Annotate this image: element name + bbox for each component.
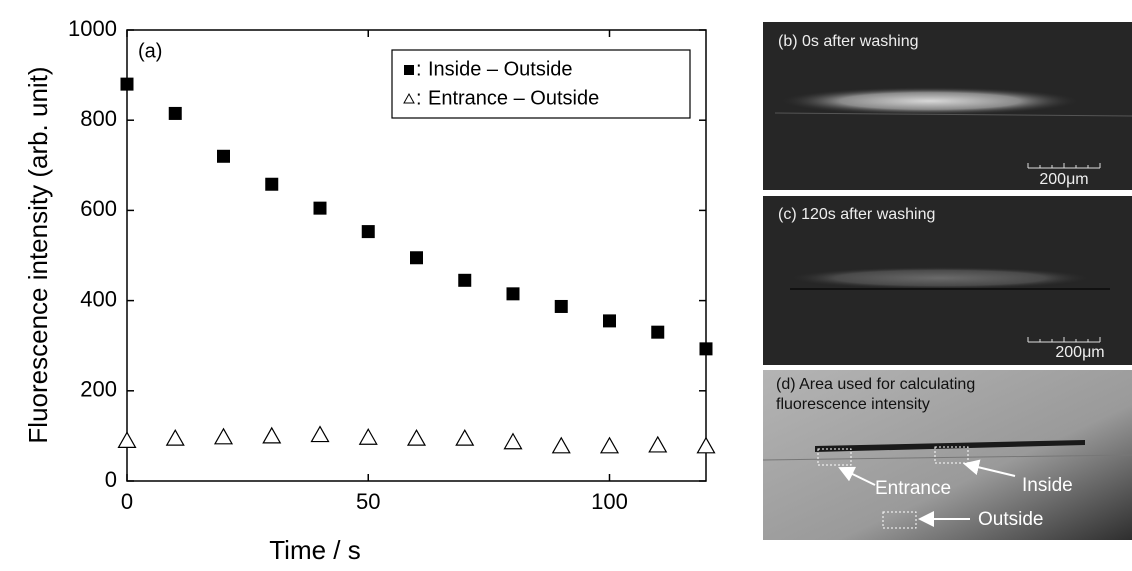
panel-label: (a) <box>138 40 162 62</box>
panel-label: (c) 120s after washing <box>778 206 935 223</box>
legend-label: Inside – Outside <box>428 58 573 80</box>
y-tick-label: 200 <box>80 377 117 402</box>
data-point <box>361 225 375 239</box>
data-point <box>117 431 137 449</box>
x-axis-title: Time / s <box>269 535 360 565</box>
x-tick-label: 0 <box>121 489 133 514</box>
data-point <box>265 177 279 191</box>
y-tick-label: 600 <box>80 196 117 221</box>
data-point <box>168 106 182 120</box>
scale-bar-label: 200μm <box>1039 171 1088 188</box>
y-axis-title: Fluorescence intensity (arb. unit) <box>23 66 53 443</box>
data-point <box>506 287 520 301</box>
legend-separator: : <box>416 58 422 80</box>
data-point <box>551 436 571 454</box>
data-point <box>165 428 185 446</box>
data-point <box>358 428 378 445</box>
data-point <box>410 251 423 265</box>
data-point <box>213 427 234 445</box>
scale-bar-label: 200μm <box>1055 344 1104 361</box>
x-tick-label: 100 <box>591 489 628 514</box>
panel-b: (b) 0s after washing 200μm <box>763 22 1132 190</box>
plot-frame <box>126 29 707 482</box>
legend-box <box>391 49 691 119</box>
data-point <box>648 435 668 453</box>
panel-label: fluorescence intensity <box>776 396 930 413</box>
data-point <box>503 432 523 450</box>
data-point <box>458 273 472 287</box>
panel-label: (d) Area used for calculating <box>776 376 975 393</box>
data-point <box>310 425 330 443</box>
data-point <box>554 299 568 313</box>
data-point <box>696 436 716 454</box>
data-point <box>603 314 616 328</box>
x-tick-label: 50 <box>356 489 380 514</box>
legend-marker <box>404 65 414 75</box>
panel-c: (c) 120s after washing 200μm <box>763 196 1132 365</box>
legend-separator: : <box>416 87 422 109</box>
data-point <box>699 342 713 356</box>
data-point <box>406 428 427 446</box>
legend-marker <box>403 92 415 104</box>
data-point <box>262 426 282 444</box>
panel-d: (d) Area used for calculating fluorescen… <box>762 370 1132 540</box>
region-label: Inside <box>1022 475 1073 496</box>
data-point <box>455 428 475 446</box>
y-tick-label: 800 <box>80 106 117 131</box>
legend-label: Entrance – Outside <box>428 87 599 109</box>
region-label: Outside <box>978 509 1043 530</box>
panel-label: (b) 0s after washing <box>778 33 919 50</box>
y-tick-label: 1000 <box>68 16 117 41</box>
y-tick-label: 0 <box>105 467 117 492</box>
y-tick-label: 400 <box>80 286 117 311</box>
data-point <box>313 201 327 215</box>
region-label: Entrance <box>875 478 951 499</box>
data-point <box>651 325 665 339</box>
data-point <box>599 436 620 454</box>
data-point <box>120 77 134 91</box>
data-point <box>217 149 230 163</box>
